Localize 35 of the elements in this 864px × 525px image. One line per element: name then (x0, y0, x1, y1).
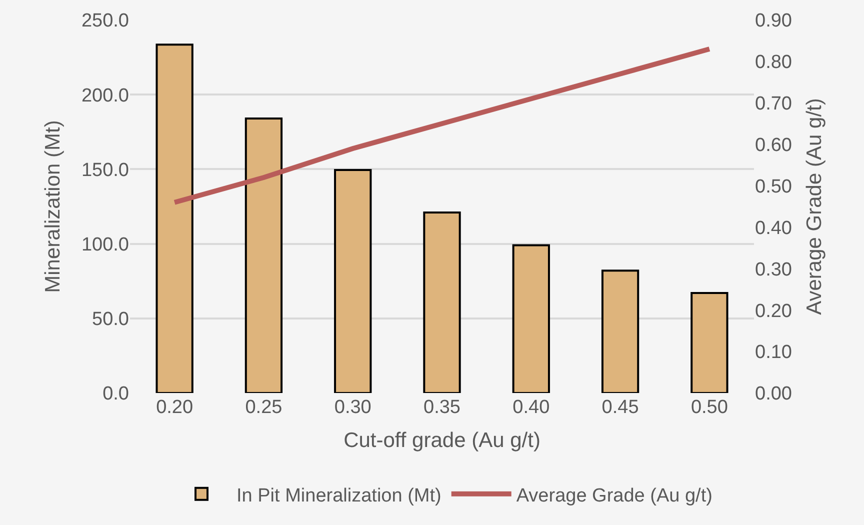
x-tick-label: 0.20 (156, 397, 194, 418)
y2-tick-label: 0.10 (755, 342, 792, 364)
x-tick-label: 0.25 (245, 397, 282, 418)
bar (423, 211, 461, 393)
bar (512, 244, 550, 393)
y-tick-label: 200.0 (81, 85, 129, 106)
bar (244, 117, 283, 393)
y2-tick-label: 0.60 (755, 134, 792, 156)
y2-tick-label: 0.70 (755, 94, 792, 115)
y-tick-label: 50.0 (92, 309, 129, 330)
y-tick-label: 250.0 (81, 10, 129, 32)
y-axis-title: Mineralization (Mt) (42, 120, 65, 293)
x-tick-label: 0.45 (602, 397, 639, 418)
legend-label: Average Grade (Au g/t) (516, 485, 712, 506)
y2-tick-label: 0.30 (755, 259, 792, 280)
y2-axis-title: Average Grade (Au g/t) (803, 98, 826, 315)
y-tick-label: 0.0 (102, 384, 129, 405)
bar (334, 168, 372, 393)
y2-tick-label: 0.90 (755, 10, 792, 32)
x-tick-label: 0.50 (690, 397, 728, 418)
y2-tick-label: 0.40 (755, 218, 792, 239)
x-tick-label: 0.30 (334, 397, 372, 418)
bar (601, 270, 640, 393)
x-tick-label: 0.35 (424, 397, 460, 418)
x-tick-label: 0.40 (512, 397, 550, 418)
y2-tick-label: 0.80 (755, 52, 792, 74)
y-tick-label: 100.0 (81, 234, 129, 256)
bar (156, 44, 194, 393)
x-axis-title: Cut-off grade (Au g/t) (344, 429, 540, 452)
y2-tick-label: 0.00 (755, 384, 792, 405)
legend-label: In Pit Mineralization (Mt) (236, 485, 442, 506)
y2-tick-label: 0.20 (755, 300, 792, 322)
y2-tick-label: 0.50 (755, 176, 792, 198)
bar (690, 292, 728, 393)
y-tick-label: 150.0 (81, 160, 129, 181)
